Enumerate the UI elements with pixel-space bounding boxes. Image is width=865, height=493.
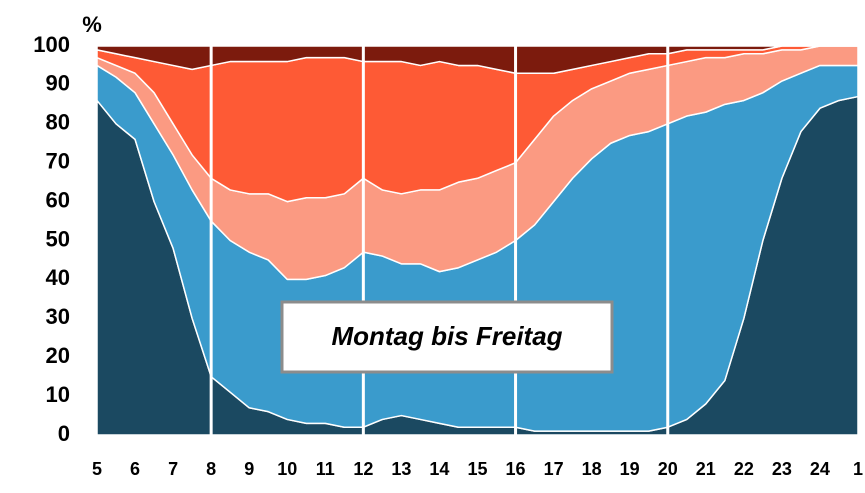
x-tick-label: 8	[206, 459, 216, 479]
annotation-box	[280, 300, 614, 374]
x-tick-label: 24	[810, 459, 830, 479]
y-tick-label: 10	[46, 382, 70, 407]
x-tick-label: 17	[544, 459, 564, 479]
y-tick-label: 0	[58, 421, 70, 446]
x-tick-label: 15	[467, 459, 487, 479]
x-tick-label: 22	[734, 459, 754, 479]
y-tick-label: 80	[46, 110, 70, 135]
x-tick-label: 14	[429, 459, 449, 479]
y-axis-label: %	[82, 12, 102, 37]
y-tick-label: 50	[46, 226, 70, 251]
y-tick-label: 30	[46, 304, 70, 329]
x-tick-label: 10	[277, 459, 297, 479]
y-tick-label: 90	[46, 71, 70, 96]
y-tick-label: 70	[46, 149, 70, 174]
x-tick-label: 18	[582, 459, 602, 479]
y-tick-label: 20	[46, 343, 70, 368]
annotation-text: Montag bis Freitag	[331, 321, 562, 351]
x-tick-label: 13	[391, 459, 411, 479]
x-tick-label: 1	[853, 459, 863, 479]
x-tick-label: 6	[130, 459, 140, 479]
x-tick-label: 5	[92, 459, 102, 479]
x-tick-label: 7	[168, 459, 178, 479]
x-tick-label: 19	[620, 459, 640, 479]
y-tick-label: 40	[46, 265, 70, 290]
x-tick-label: 11	[316, 459, 335, 479]
annotation: Montag bis Freitag	[280, 300, 614, 374]
x-tick-label: 12	[353, 459, 373, 479]
x-tick-label: 20	[658, 459, 678, 479]
x-tick-label: 16	[506, 459, 526, 479]
x-tick-label: 21	[696, 459, 716, 479]
x-tick-label: 23	[772, 459, 792, 479]
y-tick-label: 60	[46, 187, 70, 212]
x-tick-label: 9	[244, 459, 254, 479]
y-tick-label: 100	[33, 32, 70, 57]
